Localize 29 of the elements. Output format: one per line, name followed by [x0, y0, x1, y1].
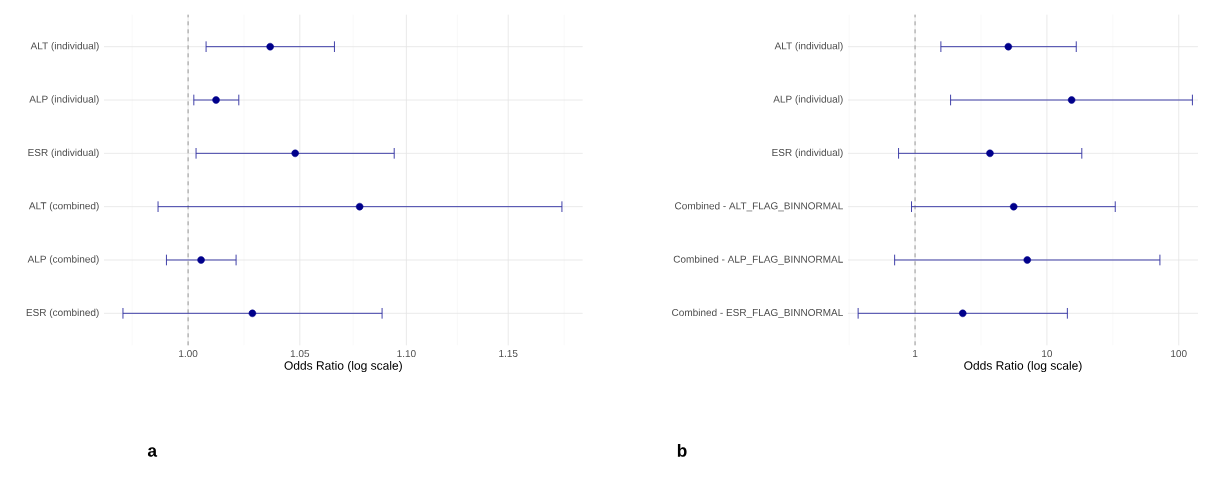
x-tick-label: 100 — [1171, 350, 1187, 358]
point — [355, 202, 364, 211]
point — [212, 96, 220, 104]
y-tick-label: Combined - ESR_FLAG_BINNORMAL — [672, 308, 843, 318]
x-tick-label: 1.15 — [499, 350, 518, 358]
y-tick-label: ALP (individual) — [29, 95, 99, 105]
x-axis-title: Odds Ratio (log scale) — [964, 360, 1082, 373]
y-tick-label: ESR (individual) — [772, 148, 843, 158]
point — [197, 256, 205, 264]
y-tick-label: ALP (individual) — [773, 95, 843, 105]
y-tick-label: ESR (combined) — [26, 308, 99, 318]
y-tick-label: ALT (combined) — [28, 202, 99, 212]
x-tick-label: 1.00 — [179, 350, 198, 358]
point — [266, 42, 274, 51]
y-tick-label: ALT (individual) — [774, 42, 843, 52]
y-tick-label: Combined - ALT_FLAG_BINNORMAL — [675, 202, 843, 212]
x-tick-label: 10 — [1042, 350, 1053, 358]
y-tick-label: ALT (individual) — [30, 42, 99, 52]
text: b — [677, 444, 687, 457]
x-axis-title: Odds Ratio (log scale) — [284, 360, 402, 373]
y-tick-label: ESR (individual) — [28, 148, 99, 158]
x-tick-label: 1 — [913, 350, 918, 357]
y-tick-label: ALP (combined) — [27, 255, 99, 265]
x-tick-label: 1.05 — [290, 350, 310, 358]
x-tick-label: 1.10 — [397, 350, 416, 358]
y-tick-label: Combined - ALP_FLAG_BINNORMAL — [673, 255, 843, 265]
point — [291, 149, 299, 158]
point — [248, 309, 257, 318]
text: a — [147, 447, 158, 457]
